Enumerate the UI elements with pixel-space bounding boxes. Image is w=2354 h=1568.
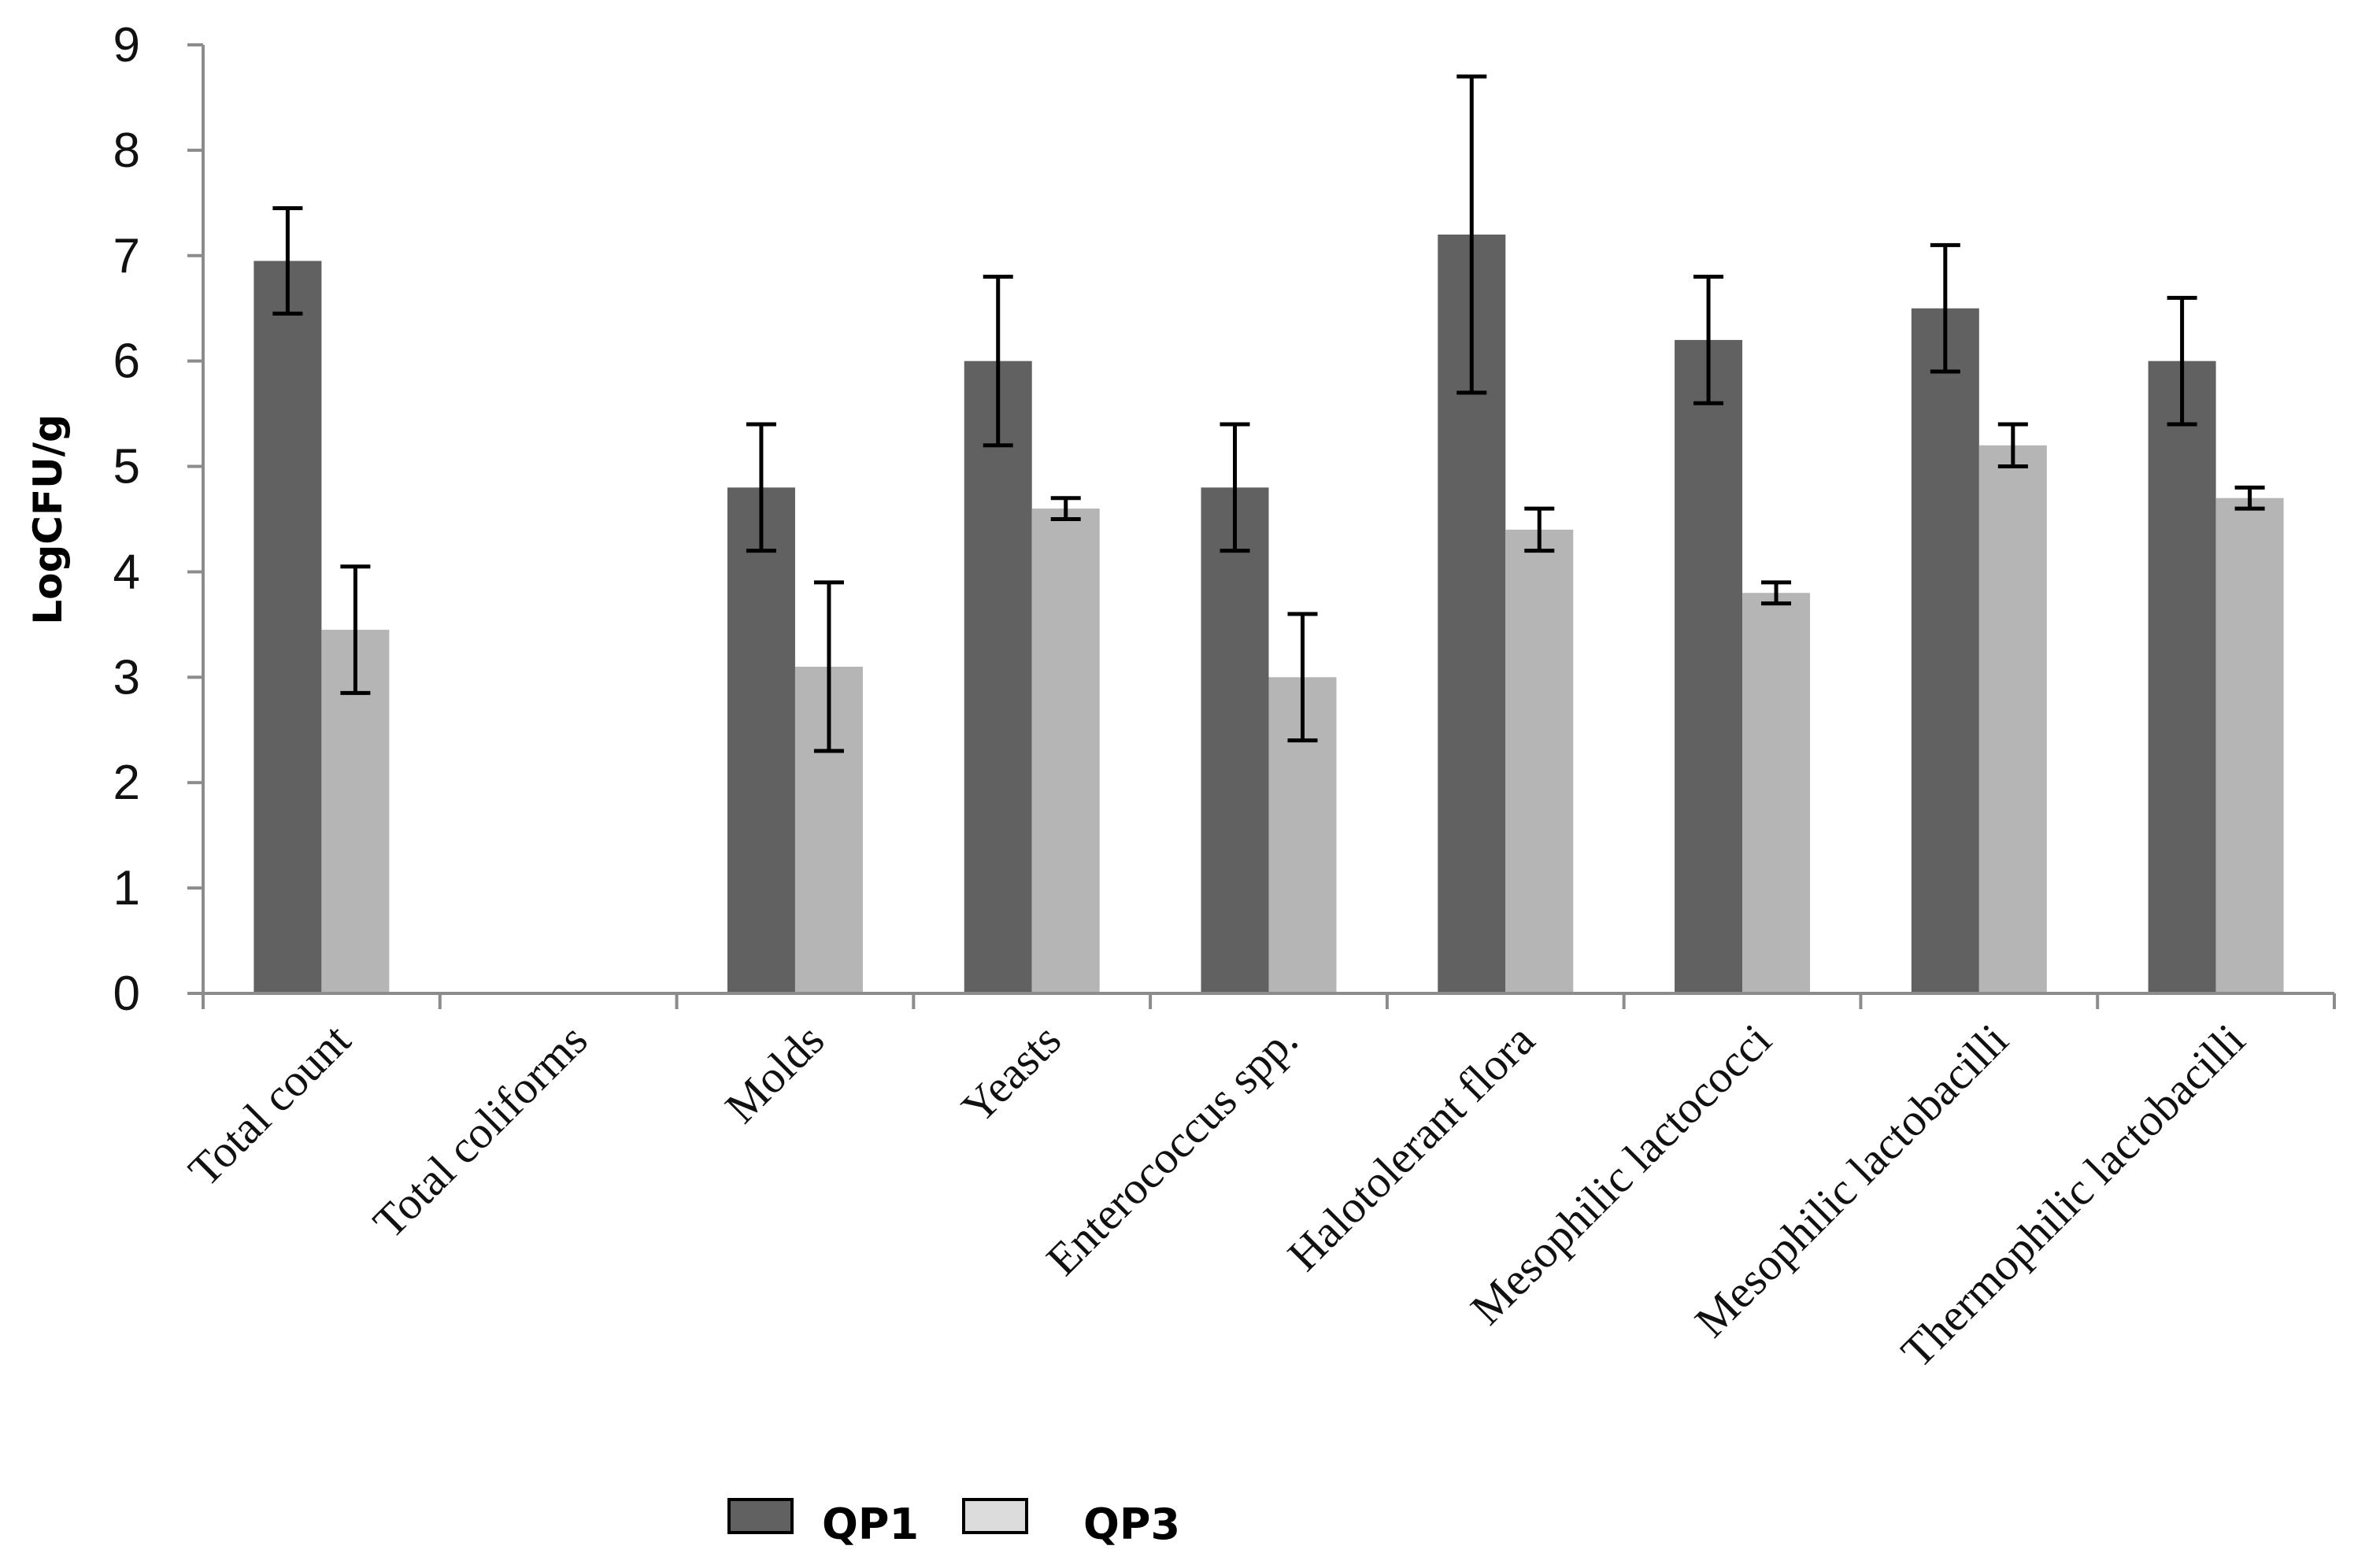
x-tick-label-total-coliforms: Total coliforms [363, 1014, 597, 1248]
bar-qp3-yeasts [1031, 508, 1100, 993]
y-tick-label: 9 [113, 18, 140, 72]
legend-label-qp1: QP1 [822, 1500, 919, 1549]
x-tick-label-yeasts: Yeasts [952, 1014, 1071, 1133]
y-tick-label: 8 [113, 124, 140, 178]
bar-qp1-total-count [254, 261, 322, 993]
axes-layer [202, 45, 2334, 995]
y-tick-label: 3 [113, 650, 140, 704]
bar-qp1-mesophilic-lactococci [1675, 339, 1743, 993]
y-tick-label: 4 [113, 545, 140, 599]
y-tick-label: 7 [113, 229, 140, 283]
bar-qp1-mesophilic-lactobacilli [1911, 308, 1979, 993]
legend-swatch-qp3 [962, 1498, 1028, 1534]
bar-qp3-halotolerant-flora [1505, 529, 1574, 993]
y-axis-label: LogCFU/g [25, 414, 71, 625]
y-tick-label: 1 [113, 861, 140, 915]
bar-qp3-mesophilic-lactococci [1742, 593, 1811, 993]
legend-label-qp3: QP3 [1083, 1500, 1180, 1549]
bars-layer [254, 235, 2284, 994]
x-tick-label-halotolerant-flora: Halotolerant flora [1278, 1014, 1545, 1281]
y-tick-label: 5 [113, 440, 140, 494]
bar-qp1-yeasts [964, 361, 1032, 994]
bar-qp3-thermophilic-lactobacilli [2215, 497, 2284, 993]
bar-qp1-thermophilic-lactobacilli [2148, 361, 2216, 994]
y-tick-label: 0 [113, 967, 140, 1021]
x-tick-label-total-count: Total count [179, 1014, 361, 1196]
bar-qp3-mesophilic-lactobacilli [1978, 445, 2047, 993]
x-ticks-layer: Total count Total coliforms Molds YeastsEnt… [179, 993, 2336, 1378]
error-bars-layer [272, 74, 2265, 753]
y-ticks-layer: 0 1 2 3 4 5 6 7 8 9 [113, 18, 203, 1021]
bar-qp1-enterococcus-spp [1201, 487, 1269, 993]
x-tick-label-enterococcus-spp: Enterococcus spp. [1036, 1014, 1307, 1285]
legend: QP1 QP3 [727, 1498, 1180, 1549]
x-tick-label-molds: Molds [715, 1014, 834, 1133]
legend-swatch-qp1 [727, 1498, 794, 1534]
bar-qp1-molds [727, 487, 795, 993]
y-tick-label: 2 [113, 756, 140, 810]
y-tick-label: 6 [113, 335, 140, 389]
